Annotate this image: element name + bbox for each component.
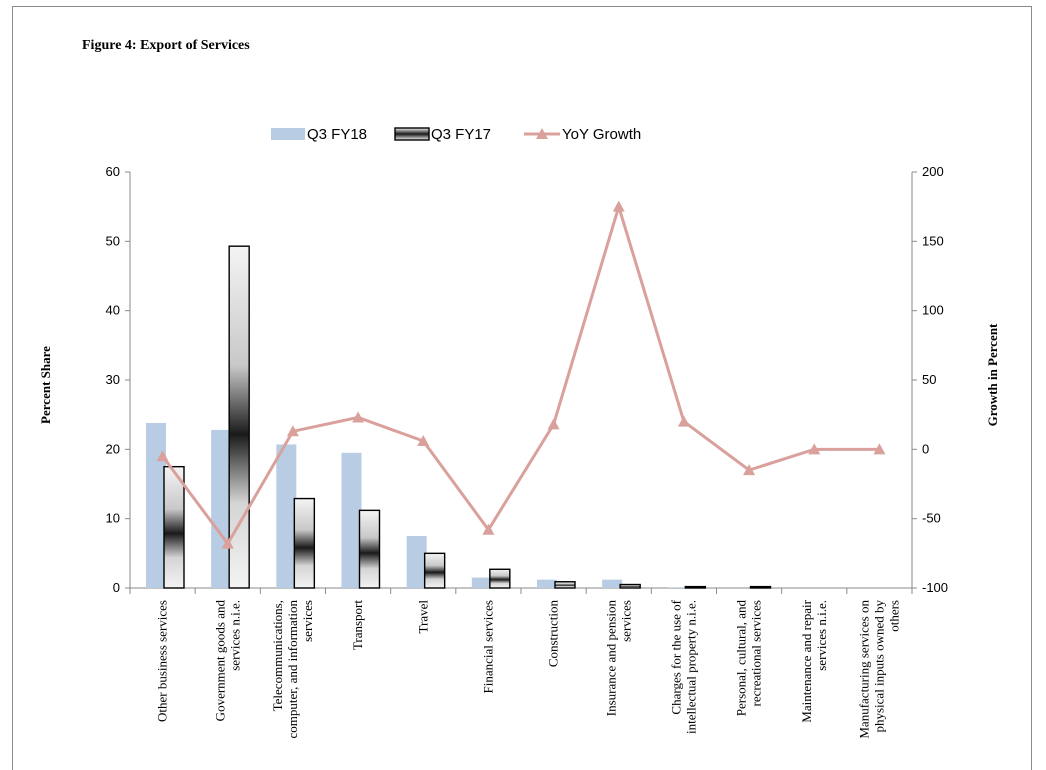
category-label-line: Telecommunications, bbox=[270, 600, 285, 711]
growth-marker bbox=[286, 425, 299, 437]
category-label-line: services n.i.e. bbox=[814, 600, 829, 671]
figure-title: Figure 4: Export of Services bbox=[82, 38, 250, 53]
category-label-line: services bbox=[618, 600, 633, 642]
bar-q3-fy18 bbox=[406, 536, 427, 588]
growth-line-path bbox=[161, 201, 880, 547]
category-label-line: services n.i.e. bbox=[227, 600, 242, 671]
legend-label: YoY Growth bbox=[562, 126, 641, 143]
legend-label: Q3 FY18 bbox=[307, 126, 367, 143]
legend-swatch-q3-fy18 bbox=[271, 128, 305, 140]
right-tick-label: -50 bbox=[922, 511, 941, 526]
growth-marker bbox=[547, 418, 560, 430]
category-label-line: Government goods and bbox=[212, 600, 227, 722]
bar-q3-fy18 bbox=[537, 579, 557, 588]
bar-q3-fy17 bbox=[423, 552, 446, 589]
growth-marker bbox=[873, 443, 886, 455]
category-label: Government goods andservices n.i.e. bbox=[212, 600, 242, 722]
category-label-line: Insurance and pension bbox=[603, 600, 618, 717]
category-label: Construction bbox=[546, 600, 561, 668]
category-label: Travel bbox=[415, 600, 430, 634]
left-tick-label: 20 bbox=[106, 441, 120, 456]
bar-q3-fy18 bbox=[471, 577, 492, 588]
bar-q3-fy17 bbox=[163, 465, 185, 589]
bar-q3-fy17 bbox=[293, 497, 316, 589]
legend: Q3 FY18 Q3 FY17 YoY Growth bbox=[271, 126, 641, 143]
left-tick-label: 10 bbox=[106, 511, 120, 526]
bars bbox=[146, 245, 772, 589]
category-label: Transport bbox=[350, 600, 365, 650]
bar-q3-fy17 bbox=[749, 585, 772, 589]
category-label-line: Financial services bbox=[480, 600, 495, 694]
bar-q3-fy18 bbox=[602, 579, 623, 588]
category-label-line: intellectual property n.i.e. bbox=[683, 600, 698, 734]
right-tick-label: 200 bbox=[922, 164, 944, 179]
growth-marker bbox=[612, 200, 625, 212]
right-tick-label: 100 bbox=[922, 303, 944, 318]
category-label: Manufacturing services onphysical inputs… bbox=[856, 600, 901, 739]
left-tick-label: 30 bbox=[106, 372, 120, 387]
growth-marker bbox=[221, 537, 234, 549]
growth-marker bbox=[417, 435, 430, 447]
bar-q3-fy18 bbox=[341, 452, 362, 588]
legend-swatch-q3-fy17 bbox=[394, 127, 430, 141]
bar-q3-fy18 bbox=[146, 422, 166, 588]
category-label: Maintenance and repairservices n.i.e. bbox=[799, 599, 829, 722]
category-label-line: others bbox=[886, 600, 901, 632]
category-label: Telecommunications,computer, and informa… bbox=[270, 600, 315, 739]
y2-axis-title: Growth in Percent bbox=[985, 323, 1000, 426]
growth-marker bbox=[482, 523, 495, 535]
left-tick-label: 60 bbox=[106, 164, 120, 179]
category-label-line: Personal, cultural, and bbox=[734, 600, 749, 717]
category-label: Insurance and pensionservices bbox=[603, 600, 633, 717]
bar-q3-fy18 bbox=[667, 587, 688, 588]
growth-marker bbox=[808, 443, 821, 455]
growth-marker bbox=[352, 411, 365, 423]
category-label-line: computer, and information bbox=[285, 600, 300, 739]
bar-q3-fy17 bbox=[358, 509, 381, 589]
category-labels: Other business services Government goods … bbox=[155, 599, 902, 738]
bar-q3-fy18 bbox=[211, 429, 232, 588]
bar-q3-fy17 bbox=[489, 568, 511, 589]
growth-marker bbox=[743, 464, 756, 476]
category-label: Financial services bbox=[480, 600, 495, 694]
category-label: Personal, cultural, andrecreational serv… bbox=[734, 600, 764, 717]
legend-marker bbox=[536, 128, 548, 139]
growth-line bbox=[156, 200, 886, 549]
bar-q3-fy18 bbox=[276, 444, 297, 588]
right-tick-label: 0 bbox=[922, 441, 929, 456]
category-label-line: Charges for the use of bbox=[668, 599, 683, 714]
right-tick-label: 150 bbox=[922, 233, 944, 248]
bar-q3-fy17 bbox=[619, 583, 641, 589]
bar-q3-fy17 bbox=[228, 245, 250, 589]
category-label: Other business services bbox=[155, 600, 170, 722]
category-label-line: Manufacturing services on bbox=[856, 600, 871, 739]
axes: 0 10 20 30 40 50 60 -100 -50 0 50 100 150 200 Percent … bbox=[38, 164, 1000, 595]
right-tick-label: 50 bbox=[922, 372, 936, 387]
category-label-line: physical inputs owned by bbox=[871, 600, 886, 733]
bar-q3-fy17 bbox=[684, 585, 707, 589]
right-tick-label: -100 bbox=[922, 580, 948, 595]
category-label-line: recreational services bbox=[749, 600, 764, 706]
category-label-line: Other business services bbox=[155, 600, 170, 722]
category-label-line: Maintenance and repair bbox=[799, 599, 814, 722]
left-tick-label: 40 bbox=[106, 303, 120, 318]
category-label-line: Travel bbox=[415, 600, 430, 634]
category-label-line: services bbox=[300, 600, 315, 642]
bar-q3-fy17 bbox=[554, 581, 576, 589]
left-tick-label: 50 bbox=[106, 233, 120, 248]
y-axis-title: Percent Share bbox=[38, 346, 53, 424]
growth-marker bbox=[677, 415, 690, 427]
chart-frame bbox=[12, 6, 1032, 770]
category-label: Charges for the use ofintellectual prope… bbox=[668, 599, 698, 734]
legend-label: Q3 FY17 bbox=[431, 126, 491, 143]
left-tick-label: 0 bbox=[113, 580, 120, 595]
category-label-line: Transport bbox=[350, 600, 365, 650]
growth-marker bbox=[156, 450, 169, 462]
category-label-line: Construction bbox=[546, 600, 561, 668]
